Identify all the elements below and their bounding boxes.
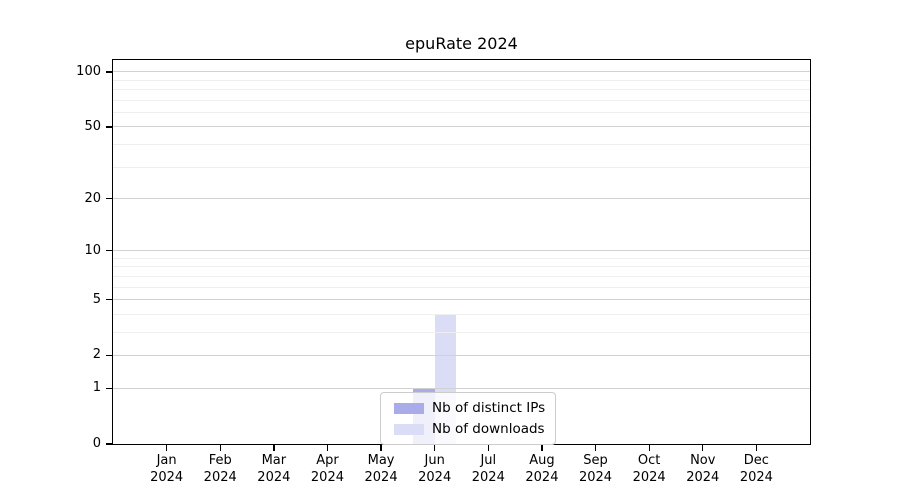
x-tick-mark [648,445,650,451]
x-tick-month: Jul [480,453,497,468]
x-tick-label: Sep 2024 [564,452,628,486]
x-tick-mark [702,445,704,451]
x-tick-mark [166,445,168,451]
x-tick-month: Aug [529,453,555,468]
y-minor-gridline [113,144,810,146]
y-tick-mark [106,250,112,252]
x-tick-mark [594,445,597,451]
x-tick-month: Dec [743,453,769,468]
x-tick-year: 2024 [203,470,237,485]
y-minor-gridline [113,99,810,101]
x-tick-mark [273,445,275,451]
legend: Nb of distinct IPs Nb of downloads [380,392,557,445]
x-tick-year: 2024 [739,470,773,485]
y-minor-gridline [113,275,810,277]
x-tick-label: Jul 2024 [456,452,520,486]
y-tick-mark [106,126,112,128]
x-tick-mark [755,445,758,451]
x-tick-year: 2024 [150,470,184,485]
y-minor-gridline [113,266,810,268]
x-tick-month: Nov [690,453,716,468]
y-minor-gridline [113,313,810,315]
y-tick-mark [106,354,112,357]
x-tick-year: 2024 [418,470,452,485]
x-tick-year: 2024 [310,470,344,485]
legend-swatch-distinct-ips-icon [394,402,424,414]
x-tick-year: 2024 [471,470,505,485]
x-tick-month: Mar [261,453,287,468]
x-tick-month: Oct [637,453,661,468]
x-tick-month: Sep [583,453,608,468]
legend-item-downloads: Nb of downloads [394,419,545,439]
x-tick-label: May 2024 [349,452,413,486]
x-tick-label: Oct 2024 [617,452,681,486]
y-minor-gridline [113,79,810,81]
y-major-gridline [113,299,810,301]
y-tick-label: 2 [92,347,101,363]
y-tick-label: 1 [92,380,101,396]
y-tick-label: 50 [84,118,101,134]
y-major-gridline [113,354,810,356]
x-tick-mark [487,445,489,451]
x-tick-month: Feb [208,453,232,468]
y-tick-mark [106,387,112,389]
y-tick-label: 5 [92,291,101,307]
y-major-gridline [113,71,810,73]
x-tick-mark [541,445,543,451]
x-tick-label: Jun 2024 [403,452,467,486]
x-tick-label: Apr 2024 [295,452,359,486]
y-tick-label: 0 [92,436,101,451]
legend-swatch-downloads-icon [394,423,424,435]
x-tick-mark [380,445,382,451]
y-tick-label: 10 [84,242,101,258]
x-tick-year: 2024 [578,470,613,485]
y-minor-gridline [113,257,810,259]
y-tick-mark [106,443,112,445]
y-major-gridline [113,126,810,128]
x-tick-year: 2024 [686,470,720,485]
x-tick-month: May [367,453,395,468]
x-tick-label: Feb 2024 [188,452,252,486]
y-tick-mark [106,298,112,301]
y-minor-gridline [113,89,810,91]
plot-area: 0 1 2 5 10 20 50 100 Jan 2024 Feb 2024 Mar 2024 Apr 202… [76,59,811,485]
x-tick-month: Jun [424,453,445,468]
chart-title: epuRate 2024 [405,34,518,53]
x-tick-mark [434,445,436,451]
x-tick-year: 2024 [257,470,291,485]
y-major-gridline [113,198,810,199]
x-tick-mark [326,445,329,451]
y-minor-gridline [113,286,810,288]
x-tick-label: Dec 2024 [724,452,788,486]
legend-label-distinct-ips: Nb of distinct IPs [432,400,546,416]
y-tick-label: 20 [84,190,101,206]
x-tick-label: Nov 2024 [671,452,735,486]
x-tick-month: Apr [316,453,339,468]
x-tick-mark [219,445,221,451]
x-tick-month: Jan [156,453,177,468]
legend-label-downloads: Nb of downloads [432,421,545,437]
x-tick-label: Jan 2024 [135,452,199,486]
y-tick-label: 100 [76,63,101,79]
x-tick-label: Mar 2024 [242,452,306,486]
x-tick-year: 2024 [525,470,559,485]
y-minor-gridline [113,112,810,114]
y-minor-gridline [113,166,810,168]
y-tick-mark [106,197,112,200]
x-tick-label: Aug 2024 [510,452,574,486]
legend-item-distinct-ips: Nb of distinct IPs [394,398,545,418]
y-tick-mark [106,71,112,73]
x-tick-year: 2024 [632,470,666,485]
y-minor-gridline [113,331,810,333]
y-major-gridline [113,387,810,389]
x-tick-year: 2024 [364,470,398,485]
y-major-gridline [113,250,810,252]
